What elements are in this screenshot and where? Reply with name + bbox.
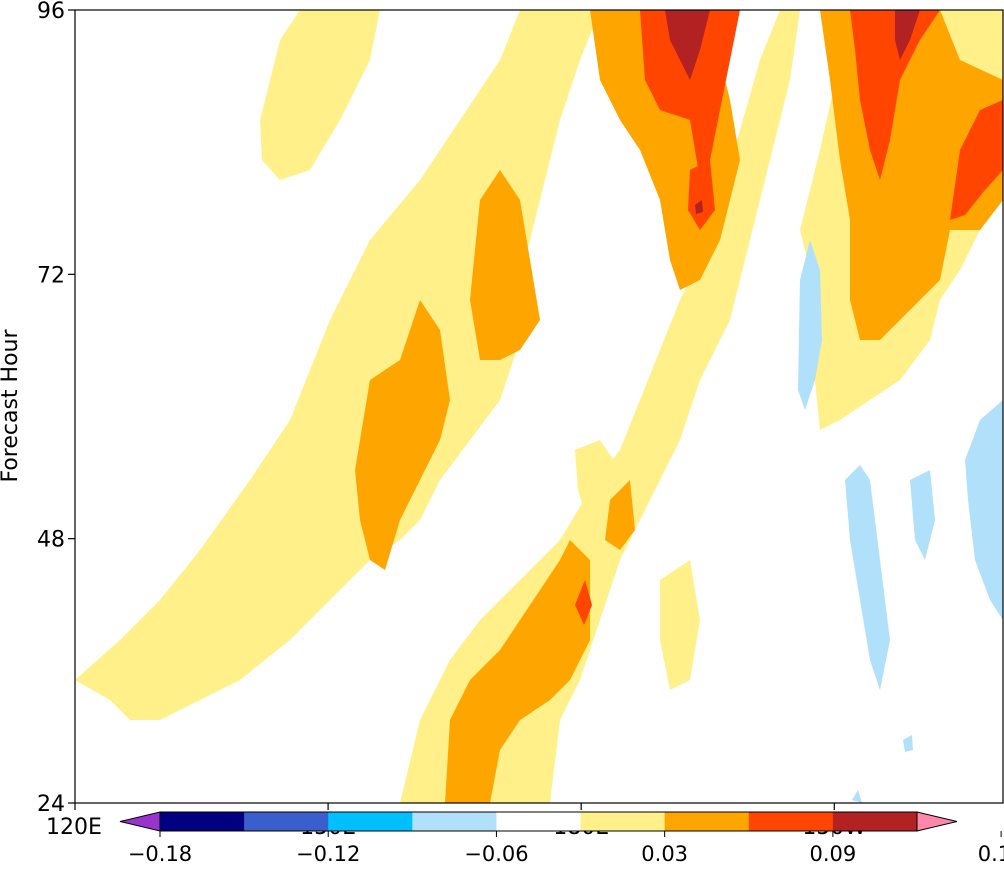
colorbar-cell [664,812,750,831]
colorbar-tick-label: 0.09 [810,842,857,866]
y-tick-label: 24 [37,792,65,817]
colorbar-cell [832,812,918,831]
contour-band-red-orange [575,10,1003,625]
colorbar: −0.18 −0.12 −0.06 0.03 0.09 0.15 [119,811,1004,866]
colorbar-cell [244,812,329,831]
colorbar-extend-min [119,811,161,832]
y-tick-label: 96 [37,0,65,24]
x-tick-label: 120E [46,815,102,840]
y-axis-title: Forecast Hour [0,329,23,483]
colorbar-cell [496,812,582,831]
contour-band-light-blue [798,240,1003,803]
colorbar-cell [580,812,666,831]
y-axis: 24 48 72 96 [37,0,75,817]
y-tick-label: 48 [37,528,65,553]
colorbar-tick-label: −0.06 [464,842,528,866]
colorbar-tick-label: 0.03 [641,842,688,866]
colorbar-tick-label: −0.12 [296,842,360,866]
y-tick-label: 72 [37,263,65,288]
colorbar-tick-label: 0.15 [978,842,1004,866]
colorbar-cell [328,812,413,831]
colorbar-extend-max [916,811,958,832]
colorbar-cell [412,812,497,831]
colorbar-cell [748,812,834,831]
plot-frame [74,9,1004,804]
colorbar-cell [160,812,245,831]
contour-fills [75,10,1003,803]
colorbar-tick-label: −0.18 [128,842,192,866]
colorbar-frame [159,811,918,832]
contour-band-dark-red [665,10,920,214]
